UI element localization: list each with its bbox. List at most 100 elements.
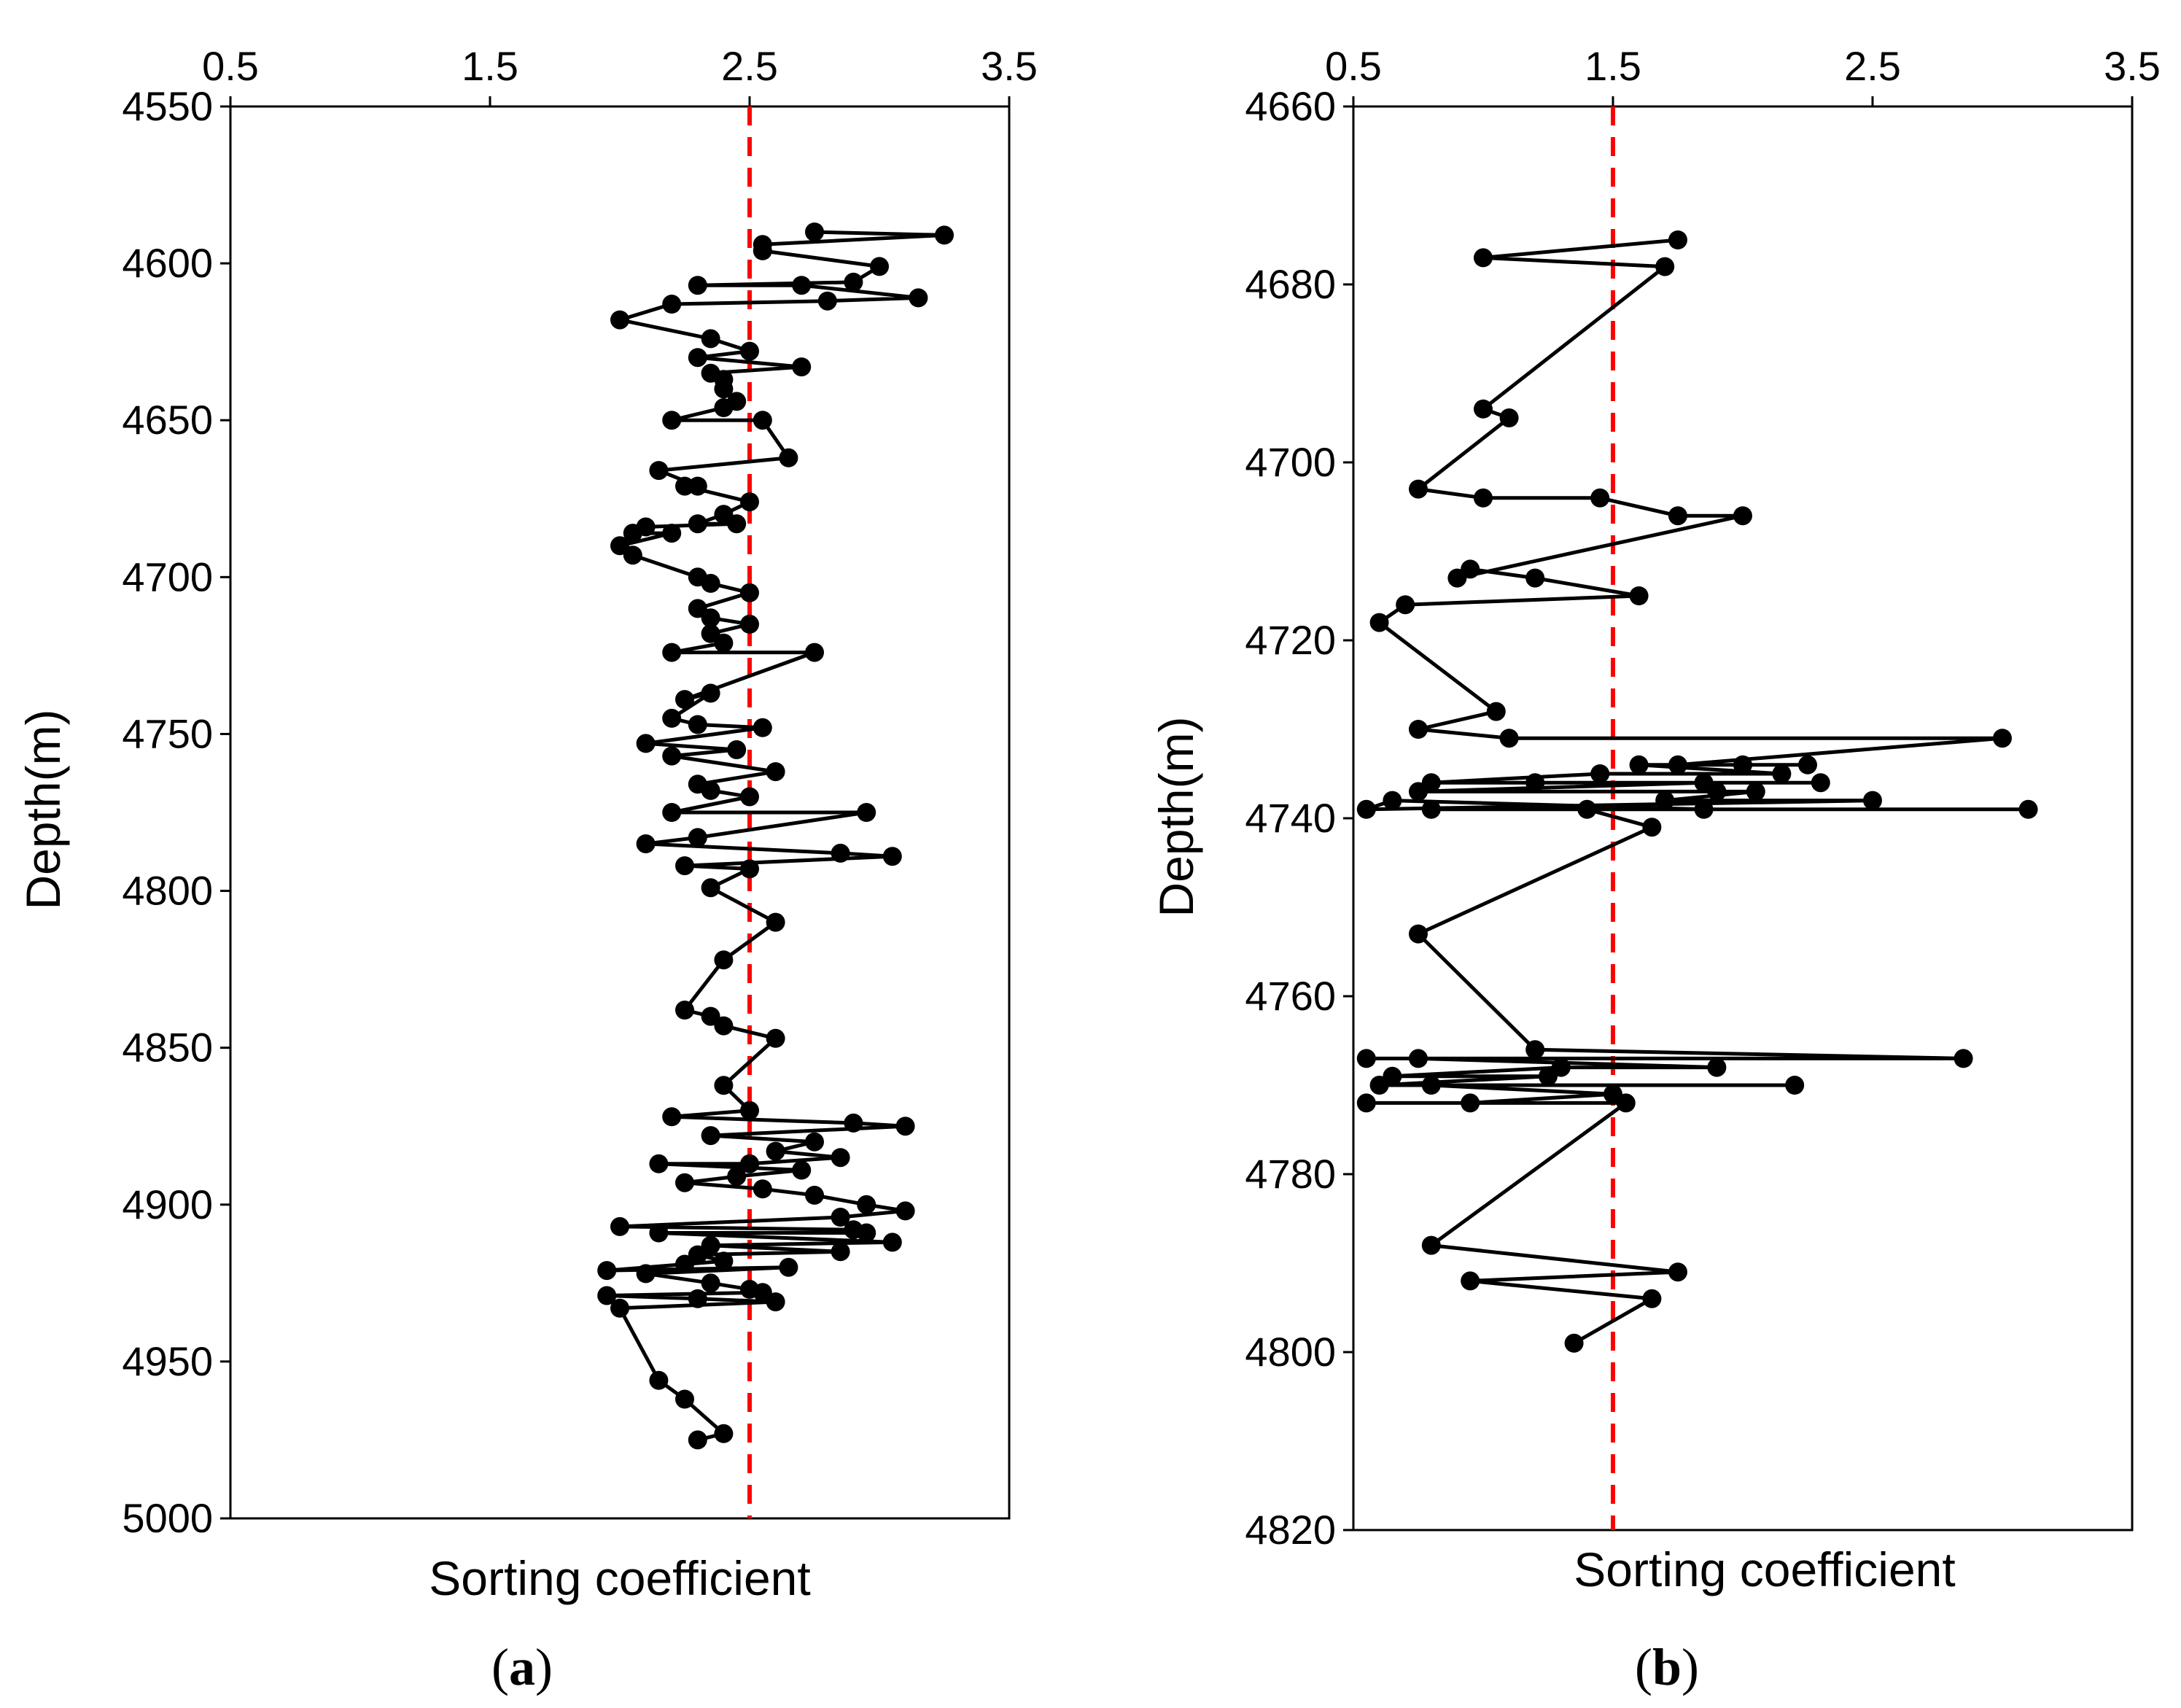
series-line-a xyxy=(604,230,946,1442)
data-point-a-64 xyxy=(675,856,694,876)
data-point-a-66 xyxy=(701,878,720,898)
x-tick-label-a-2: 2.5 xyxy=(721,43,778,89)
data-point-a-63 xyxy=(882,847,902,866)
data-point-b-28 xyxy=(1811,773,1830,793)
data-point-b-38 xyxy=(2018,799,2038,819)
data-point-b-62 xyxy=(1564,1333,1584,1353)
data-point-b-45 xyxy=(1356,1049,1376,1068)
data-point-b-32 xyxy=(1746,782,1765,801)
data-point-a-26 xyxy=(675,476,694,496)
data-point-a-115 xyxy=(688,1430,707,1450)
data-point-a-76 xyxy=(844,1113,863,1133)
y-tick-label-a-0: 4550 xyxy=(122,83,213,129)
y-tick-label-b-5: 4760 xyxy=(1245,973,1336,1019)
data-point-b-42 xyxy=(1409,924,1428,944)
data-point-a-15 xyxy=(792,357,812,377)
data-point-a-32 xyxy=(623,524,642,543)
data-point-a-56 xyxy=(701,780,720,800)
data-point-b-52 xyxy=(1785,1076,1805,1095)
data-point-a-33 xyxy=(662,524,682,543)
data-point-a-23 xyxy=(779,448,798,467)
data-point-a-58 xyxy=(662,803,682,822)
panel-label-a: (a) xyxy=(491,1638,553,1696)
data-point-a-110 xyxy=(766,1292,785,1312)
data-point-b-17 xyxy=(1409,720,1428,739)
x-tick-label-a-1: 1.5 xyxy=(462,43,518,89)
data-point-b-55 xyxy=(1461,1093,1480,1113)
data-point-b-4 xyxy=(1499,408,1519,427)
data-point-a-79 xyxy=(805,1132,824,1152)
data-point-a-94 xyxy=(857,1223,876,1243)
data-point-a-105 xyxy=(701,1273,720,1293)
data-point-b-6 xyxy=(1474,488,1493,508)
y-tick-label-b-2: 4700 xyxy=(1245,439,1336,485)
data-point-a-62 xyxy=(831,843,850,863)
data-point-b-22 xyxy=(1798,755,1817,775)
y-tick-label-a-4: 4750 xyxy=(122,710,213,756)
data-point-b-1 xyxy=(1474,248,1493,268)
data-point-b-27 xyxy=(1525,773,1545,793)
x-tick-label-b-1: 1.5 xyxy=(1585,43,1641,89)
data-point-a-111 xyxy=(610,1298,629,1318)
data-point-a-57 xyxy=(740,787,759,807)
data-point-a-104 xyxy=(636,1264,656,1284)
data-point-a-86 xyxy=(675,1173,694,1192)
data-point-a-13 xyxy=(740,341,759,361)
data-point-a-78 xyxy=(701,1126,720,1146)
data-point-a-71 xyxy=(714,1016,734,1036)
data-point-b-53 xyxy=(1421,1076,1441,1095)
data-point-b-21 xyxy=(1733,755,1752,775)
data-point-a-75 xyxy=(662,1107,682,1127)
data-point-a-88 xyxy=(805,1185,824,1205)
data-point-a-51 xyxy=(636,734,656,753)
data-point-b-59 xyxy=(1668,1262,1687,1282)
data-point-a-109 xyxy=(688,1289,707,1308)
data-point-a-73 xyxy=(714,1076,734,1095)
ticks-b: 0.5 1.5 2.5 3.5 4660 4680 4700 4720 4740 4760 4780… xyxy=(1245,43,2161,1553)
data-point-a-10 xyxy=(662,295,682,314)
data-point-b-16 xyxy=(1486,702,1506,721)
y-tick-label-a-8: 4950 xyxy=(122,1338,213,1384)
data-point-b-3 xyxy=(1474,399,1493,419)
data-point-a-35 xyxy=(623,546,642,565)
data-point-a-100 xyxy=(714,1251,734,1271)
panel-label-b: (b) xyxy=(1635,1638,1699,1696)
data-point-a-49 xyxy=(688,715,707,734)
data-point-b-7 xyxy=(1590,488,1610,508)
data-point-a-12 xyxy=(701,329,720,349)
data-point-b-18 xyxy=(1499,729,1519,748)
data-point-a-68 xyxy=(714,950,734,970)
data-point-a-0 xyxy=(805,222,824,242)
y-tick-label-a-7: 4900 xyxy=(122,1181,213,1227)
data-point-a-14 xyxy=(688,348,707,368)
data-point-b-44 xyxy=(1953,1049,1973,1068)
data-point-b-35 xyxy=(1356,799,1376,819)
data-point-b-39 xyxy=(1421,799,1441,819)
series-line-b xyxy=(1364,238,2031,1345)
data-point-a-48 xyxy=(662,708,682,728)
plot-frame-b xyxy=(1352,105,2134,1532)
data-point-a-74 xyxy=(740,1101,759,1120)
data-point-a-18 xyxy=(714,379,734,399)
ticks-a: 0.5 1.5 2.5 3.5 4550 4600 4650 4700 4750 4800 4850… xyxy=(122,43,1038,1541)
data-point-a-92 xyxy=(610,1216,629,1236)
data-point-a-53 xyxy=(662,746,682,766)
panel-a: 0.5 1.5 2.5 3.5 4550 4600 4650 4700 4750 4800 4850… xyxy=(16,43,1038,1696)
data-point-b-40 xyxy=(1577,799,1597,819)
data-point-b-2 xyxy=(1655,257,1675,276)
data-point-a-103 xyxy=(779,1257,798,1277)
y-tick-label-b-1: 4680 xyxy=(1245,261,1336,307)
data-point-a-65 xyxy=(740,859,759,879)
y-axis-title-a: Depth(m) xyxy=(16,709,70,909)
x-axis-title-b: Sorting coefficient xyxy=(1574,1542,1955,1596)
data-point-a-87 xyxy=(753,1179,772,1199)
y-tick-label-b-3: 4720 xyxy=(1245,617,1336,663)
data-point-a-114 xyxy=(714,1424,734,1443)
y-tick-label-b-0: 4660 xyxy=(1245,83,1336,129)
points-a xyxy=(597,222,954,1450)
data-point-a-27 xyxy=(740,492,759,512)
data-point-a-70 xyxy=(701,1006,720,1026)
data-point-b-50 xyxy=(1539,1066,1558,1086)
y-tick-label-a-2: 4650 xyxy=(122,397,213,443)
